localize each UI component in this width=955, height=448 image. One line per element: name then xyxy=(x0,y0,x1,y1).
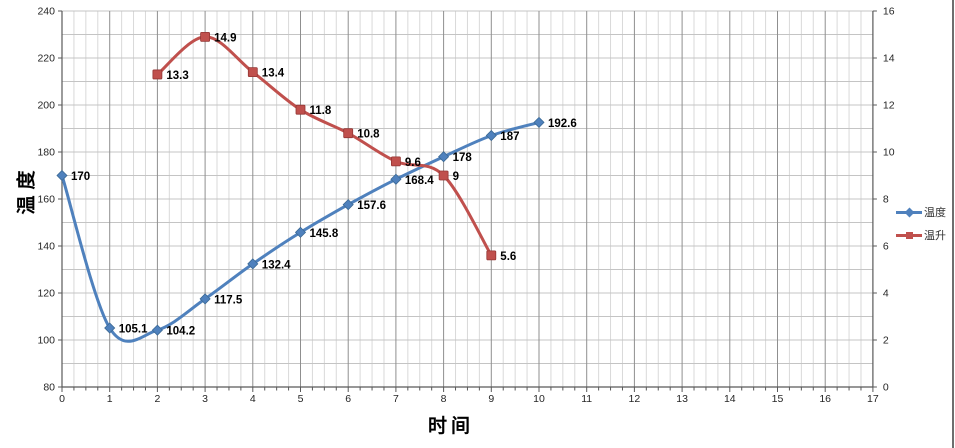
legend: 温度 温升 xyxy=(896,204,946,243)
x-tick-label: 5 xyxy=(298,393,304,405)
x-tick-label: 9 xyxy=(488,393,494,405)
data-label-温升: 13.3 xyxy=(166,70,188,82)
left-tick-label: 80 xyxy=(43,382,55,394)
data-label-温升: 11.8 xyxy=(310,105,332,117)
x-tick-label: 7 xyxy=(393,393,399,405)
right-tick-label: 8 xyxy=(883,194,889,206)
data-point-marker-温度[interactable] xyxy=(247,258,259,270)
legend-line-sample-temperature xyxy=(896,207,922,218)
data-label-温度: 192.6 xyxy=(548,118,577,130)
data-label-温度: 157.6 xyxy=(357,200,386,212)
left-tick-label: 160 xyxy=(37,194,55,206)
x-tick-label: 2 xyxy=(154,393,160,405)
data-label-温度: 104.2 xyxy=(166,326,195,338)
y-axis-title: 温度 xyxy=(16,164,38,215)
data-label-温度: 170 xyxy=(71,171,90,183)
x-tick-label: 1 xyxy=(107,393,113,405)
data-point-marker-温升[interactable] xyxy=(200,31,211,42)
data-label-温升: 9 xyxy=(453,171,459,183)
data-point-marker-温度[interactable] xyxy=(56,169,68,182)
data-label-温度: 132.4 xyxy=(262,259,291,271)
data-point-marker-温升[interactable] xyxy=(390,156,401,167)
legend-item-temperature[interactable]: 温度 xyxy=(896,204,946,220)
data-point-marker-温度[interactable] xyxy=(533,116,545,128)
diamond-marker-icon xyxy=(904,207,915,217)
data-label-温升: 14.9 xyxy=(214,32,236,44)
x-tick-label: 13 xyxy=(676,393,688,405)
data-point-marker-温度[interactable] xyxy=(485,129,497,142)
left-tick-label: 180 xyxy=(37,147,55,159)
data-point-marker-温升[interactable] xyxy=(486,250,497,261)
legend-label-temperature: 温度 xyxy=(924,207,946,219)
left-tick-label: 240 xyxy=(37,6,55,18)
left-tick-label: 120 xyxy=(37,288,55,300)
data-label-温度: 105.1 xyxy=(119,324,148,336)
x-tick-label: 6 xyxy=(345,393,351,405)
x-tick-label: 17 xyxy=(867,393,879,405)
data-point-marker-温度[interactable] xyxy=(151,324,163,336)
left-tick-label: 220 xyxy=(37,53,55,65)
data-point-marker-温度[interactable] xyxy=(294,226,307,238)
left-tick-label: 200 xyxy=(37,100,55,112)
series-line-温度[interactable] xyxy=(60,120,541,343)
x-tick-label: 0 xyxy=(59,393,65,405)
data-point-marker-温升[interactable] xyxy=(295,104,306,115)
data-label-温度: 168.4 xyxy=(405,175,434,187)
data-label-温升: 13.4 xyxy=(262,68,285,80)
right-tick-label: 10 xyxy=(883,147,895,159)
data-label-温升: 9.6 xyxy=(405,157,421,169)
legend-item-temp-rise[interactable]: 温升 xyxy=(896,227,946,243)
x-tick-label: 12 xyxy=(629,393,641,405)
data-label-温升: 5.6 xyxy=(500,251,516,263)
right-tick-label: 12 xyxy=(883,100,895,112)
data-label-温度: 187 xyxy=(500,131,519,143)
x-tick-label: 15 xyxy=(772,393,784,405)
data-point-marker-温升[interactable] xyxy=(343,128,354,139)
x-tick-label: 3 xyxy=(202,393,208,405)
data-point-marker-温度[interactable] xyxy=(390,173,402,185)
legend-line-sample-temp-rise xyxy=(896,230,922,241)
x-tick-label: 8 xyxy=(441,393,447,405)
data-label-温度: 145.8 xyxy=(310,228,339,240)
right-tick-label: 16 xyxy=(883,6,895,18)
right-tick-label: 6 xyxy=(883,241,889,253)
right-tick-label: 0 xyxy=(883,382,889,394)
data-point-marker-温度[interactable] xyxy=(104,322,116,334)
legend-label-temp-rise: 温升 xyxy=(924,230,946,242)
right-tick-label: 2 xyxy=(883,335,889,347)
chart-right-border xyxy=(952,0,954,448)
square-marker-icon xyxy=(906,231,913,239)
x-tick-label: 11 xyxy=(581,393,592,405)
right-tick-label: 14 xyxy=(883,53,895,65)
right-tick-label: 4 xyxy=(883,288,889,300)
data-point-marker-温度[interactable] xyxy=(342,199,354,211)
left-tick-label: 100 xyxy=(37,335,55,347)
data-label-温升: 10.8 xyxy=(357,129,380,141)
x-axis-title: 时间 xyxy=(428,416,475,437)
x-tick-label: 16 xyxy=(819,393,831,405)
data-point-marker-温升[interactable] xyxy=(247,67,258,77)
data-point-marker-温升[interactable] xyxy=(438,170,449,181)
left-tick-label: 140 xyxy=(37,241,55,253)
x-tick-label: 14 xyxy=(724,393,736,405)
data-point-marker-温升[interactable] xyxy=(152,69,163,80)
data-label-温度: 117.5 xyxy=(214,294,243,306)
x-tick-label: 4 xyxy=(250,393,256,405)
data-point-marker-温度[interactable] xyxy=(438,151,450,163)
data-label-温度: 178 xyxy=(453,152,473,164)
data-point-marker-温度[interactable] xyxy=(199,293,211,305)
x-tick-label: 10 xyxy=(533,393,545,405)
